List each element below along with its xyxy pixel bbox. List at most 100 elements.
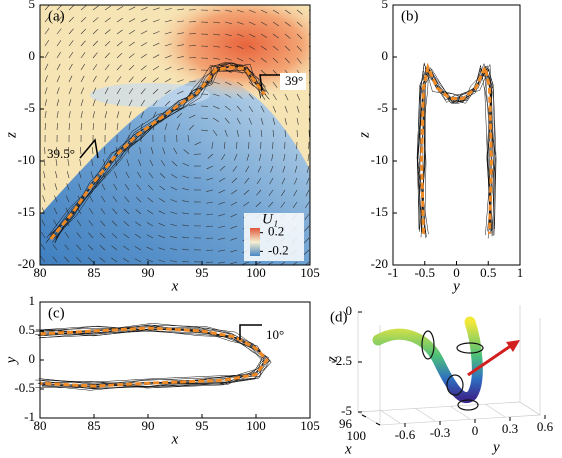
field-arrow — [194, 141, 202, 146]
field-arrow — [224, 129, 228, 137]
field-arrow — [284, 93, 289, 101]
field-arrow — [170, 235, 178, 239]
field-arrow — [295, 153, 298, 161]
field-arrow — [272, 57, 279, 64]
field-arrow — [230, 225, 238, 229]
field-arrow — [64, 232, 70, 239]
field-arrow — [162, 147, 166, 155]
field-arrow — [111, 257, 118, 263]
field-arrow — [138, 159, 142, 167]
x-axis-label: x — [171, 278, 179, 294]
field-arrow — [248, 21, 256, 26]
field-arrow — [99, 232, 106, 239]
field-arrow — [164, 89, 171, 95]
field-arrow — [231, 177, 238, 183]
field-arrow — [116, 111, 120, 119]
field-arrow — [164, 19, 172, 23]
field-arrow — [126, 159, 130, 167]
y-tick-label: -1 — [24, 409, 35, 424]
field-arrow — [116, 64, 122, 71]
x-tick-label: 105 — [300, 418, 320, 433]
field-arrow — [164, 100, 171, 107]
field-arrow — [140, 99, 145, 107]
field-arrow — [303, 237, 310, 244]
x-tick-label: 105 — [300, 265, 320, 280]
filament-strand — [417, 65, 492, 232]
field-arrow — [56, 75, 61, 83]
field-arrow — [100, 220, 106, 227]
field-arrow — [123, 233, 130, 239]
field-arrow — [68, 16, 75, 23]
field-arrow — [260, 57, 267, 63]
field-arrow — [128, 76, 134, 83]
filament-strand — [422, 67, 493, 234]
field-arrow — [205, 261, 214, 263]
field-arrow — [140, 65, 147, 71]
field-arrow — [101, 195, 106, 203]
field-arrow — [92, 87, 97, 95]
field-arrow — [66, 183, 70, 191]
field-arrow — [56, 63, 61, 71]
field-arrow — [221, 153, 226, 161]
field-arrow — [124, 196, 130, 203]
field-arrow — [182, 162, 190, 167]
field-arrow — [128, 88, 134, 95]
field-arrow — [176, 112, 183, 119]
field-arrow — [183, 149, 190, 155]
y-axis-label: z — [356, 132, 372, 139]
field-arrow — [56, 5, 63, 11]
field-arrow — [92, 99, 96, 107]
x-tick-label: 100 — [246, 265, 266, 280]
field-arrow — [176, 79, 184, 83]
field-arrow — [305, 189, 310, 197]
field-arrow — [284, 33, 291, 39]
field-arrow — [68, 52, 74, 59]
filament-strand — [420, 68, 493, 231]
field-arrow — [101, 183, 106, 191]
field-arrow — [248, 81, 255, 87]
field-arrow — [152, 77, 159, 83]
field-arrow — [260, 69, 267, 75]
field-arrow — [279, 261, 286, 265]
field-arrow — [284, 9, 291, 15]
field-arrow — [281, 189, 286, 197]
field-arrow — [80, 147, 82, 155]
field-arrow — [164, 43, 172, 47]
field-arrow — [246, 153, 250, 161]
field-arrow — [78, 183, 82, 191]
field-arrow — [200, 117, 209, 119]
field-arrow — [68, 63, 73, 71]
field-arrow — [147, 184, 154, 191]
field-arrow — [56, 111, 59, 119]
field-arrow — [296, 9, 303, 15]
field-arrow — [243, 201, 250, 207]
field-arrow — [224, 57, 232, 61]
field-arrow — [176, 44, 184, 47]
field-arrow — [116, 76, 122, 83]
field-arrow — [67, 159, 70, 167]
field-arrow — [248, 117, 252, 125]
field-arrow — [78, 171, 82, 179]
x-tick-label: 80 — [34, 418, 47, 433]
x-axis-label: x — [171, 431, 179, 447]
field-arrow — [284, 21, 291, 27]
field-arrow — [111, 220, 118, 227]
z-tick-label: -2.5 — [331, 353, 352, 368]
y-tick-label: -0.6 — [395, 427, 416, 442]
x-tick-label: 80 — [34, 265, 47, 280]
field-arrow — [80, 5, 87, 11]
field-arrow — [182, 200, 190, 203]
y-tick-label: -5 — [24, 100, 35, 115]
field-arrow — [224, 21, 232, 24]
field-arrow — [218, 237, 226, 240]
field-arrow — [146, 234, 154, 239]
field-arrow — [308, 93, 310, 98]
field-arrow — [236, 45, 244, 50]
field-arrow — [116, 87, 121, 95]
field-arrow — [296, 21, 303, 27]
field-arrow — [230, 213, 238, 218]
field-arrow — [212, 129, 218, 136]
field-arrow — [116, 52, 123, 59]
field-arrow — [103, 147, 106, 155]
field-arrow — [182, 175, 190, 179]
